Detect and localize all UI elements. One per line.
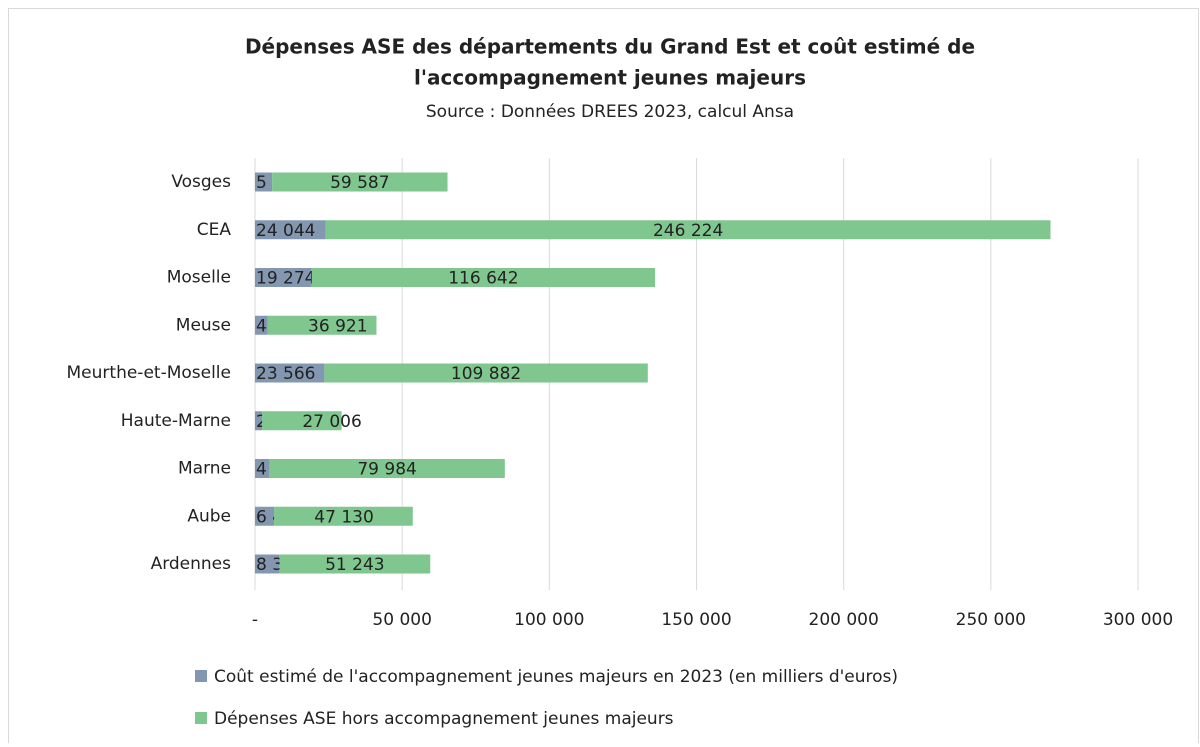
x-tick-label: 100 000 xyxy=(514,610,584,630)
y-tick-label: Ardennes xyxy=(151,554,232,574)
legend-label: Coût estimé de l'accompagnement jeunes m… xyxy=(214,667,898,687)
data-label: 79 984 xyxy=(357,460,416,480)
bar-segment xyxy=(267,315,377,335)
x-tick-label: 50 000 xyxy=(372,610,431,630)
data-label: 51 243 xyxy=(325,555,384,575)
legend-label: Dépenses ASE hors accompagnement jeunes … xyxy=(214,709,674,729)
x-tick-label: 250 000 xyxy=(956,610,1026,630)
x-tick-label: 200 000 xyxy=(809,610,879,630)
bar-segment xyxy=(269,459,505,478)
bar-segment xyxy=(255,172,273,192)
y-tick-label: Aube xyxy=(187,506,231,526)
y-tick-label: CEA xyxy=(197,220,232,240)
chart-title: l'accompagnement jeunes majeurs xyxy=(414,66,806,90)
data-label: 24 044 xyxy=(256,221,315,241)
bar-segment xyxy=(324,363,648,383)
bar-segment xyxy=(255,363,325,383)
bar-segment xyxy=(274,506,413,526)
legend-swatch xyxy=(195,712,207,724)
data-label: 109 882 xyxy=(451,364,521,384)
data-label: 116 642 xyxy=(448,269,518,289)
y-tick-label: Vosges xyxy=(171,172,231,192)
data-label: 59 587 xyxy=(330,173,389,193)
chart-subtitle: Source : Données DREES 2023, calcul Ansa xyxy=(426,102,794,122)
bar-segment xyxy=(311,268,656,287)
bar-segment xyxy=(272,172,448,192)
y-tick-label: Haute-Marne xyxy=(121,411,231,431)
x-tick-label: 150 000 xyxy=(661,610,731,630)
bar-segment xyxy=(325,220,1051,240)
y-tick-label: Moselle xyxy=(167,268,231,288)
legend-swatch xyxy=(195,670,207,682)
y-tick-label: Meurthe-et-Moselle xyxy=(67,363,231,383)
bar-segment xyxy=(255,220,326,240)
data-label: 19 274 xyxy=(256,269,315,289)
bar-segment xyxy=(255,554,280,574)
bar-segment xyxy=(255,268,312,287)
bar-segment xyxy=(255,459,270,478)
bar-segment xyxy=(255,315,268,335)
data-label: 36 921 xyxy=(308,316,367,336)
y-tick-label: Meuse xyxy=(176,315,231,335)
bar-segment xyxy=(279,554,431,574)
bar-segment xyxy=(255,411,263,431)
y-tick-label: Marne xyxy=(178,459,231,479)
bar-segment xyxy=(255,506,275,526)
data-label: 246 224 xyxy=(653,221,723,241)
data-label: 23 566 xyxy=(256,364,315,384)
data-label: 27 006 xyxy=(302,412,361,432)
x-tick-label: - xyxy=(252,610,258,630)
bar-segment xyxy=(262,411,342,431)
data-label: 47 130 xyxy=(314,507,373,527)
x-tick-label: 300 000 xyxy=(1103,610,1173,630)
chart-title: Dépenses ASE des départements du Grand E… xyxy=(245,35,975,59)
